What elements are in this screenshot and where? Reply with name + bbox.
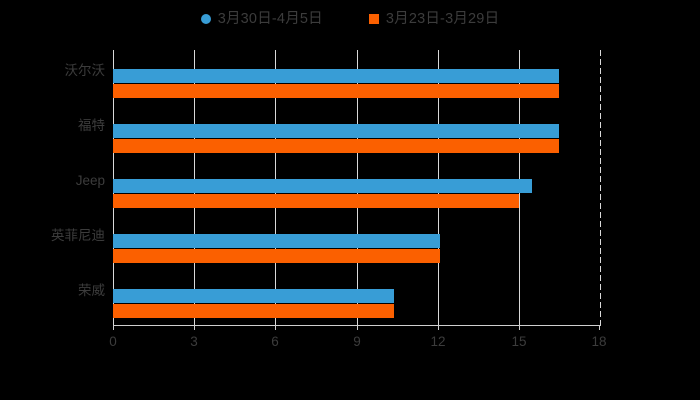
x-tick-label-1: 3 <box>190 334 198 349</box>
x-tick-mark-2 <box>275 325 276 330</box>
bar-series1-cat2[interactable] <box>113 194 519 208</box>
plot-area <box>113 50 601 325</box>
bar-series1-cat1[interactable] <box>113 139 560 153</box>
legend-item-series-1[interactable]: 3月23日-3月29日 <box>368 9 500 29</box>
x-tick-mark-5 <box>519 325 520 330</box>
x-tick-label-4: 12 <box>430 334 446 349</box>
bar-series1-cat0[interactable] <box>113 84 560 98</box>
legend-label-series-1: 3月23日-3月29日 <box>385 11 500 27</box>
legend-circle-marker-icon <box>200 14 211 24</box>
x-tick-mark-3 <box>357 325 358 330</box>
bar-series0-cat1[interactable] <box>113 124 560 138</box>
x-tick-label-0: 0 <box>109 334 117 349</box>
y-axis-labels: 沃尔沃 福特 Jeep 英菲尼迪 荣威 <box>0 50 700 325</box>
x-tick-label-5: 15 <box>511 334 527 349</box>
x-tick-mark-6 <box>599 325 600 330</box>
bar-series1-cat4[interactable] <box>113 304 395 318</box>
gridline-18 <box>600 50 601 325</box>
bar-series0-cat3[interactable] <box>113 234 441 248</box>
x-tick-mark-4 <box>438 325 439 330</box>
bar-series0-cat0[interactable] <box>113 69 560 83</box>
y-axis-label-3: 英菲尼迪 <box>51 228 105 243</box>
legend-square-marker-icon <box>368 14 379 24</box>
x-tick-label-6: 18 <box>591 334 607 349</box>
bar-series0-cat4[interactable] <box>113 289 395 303</box>
x-tick-mark-0 <box>113 325 114 330</box>
x-tick-label-2: 6 <box>271 334 279 349</box>
y-axis-label-1: 福特 <box>78 118 105 133</box>
legend-label-series-0: 3月30日-4月5日 <box>217 11 323 27</box>
y-axis-label-0: 沃尔沃 <box>64 63 106 78</box>
x-tick-label-3: 9 <box>353 334 361 349</box>
legend-item-series-0[interactable]: 3月30日-4月5日 <box>200 9 323 29</box>
bar-series1-cat3[interactable] <box>113 249 441 263</box>
x-tick-mark-1 <box>194 325 195 330</box>
y-axis-label-4: 荣威 <box>78 283 105 298</box>
y-axis-label-2: Jeep <box>75 173 105 188</box>
chart-legend: 3月30日-4月5日 3月23日-3月29日 <box>0 6 700 32</box>
bar-series0-cat2[interactable] <box>113 179 533 193</box>
